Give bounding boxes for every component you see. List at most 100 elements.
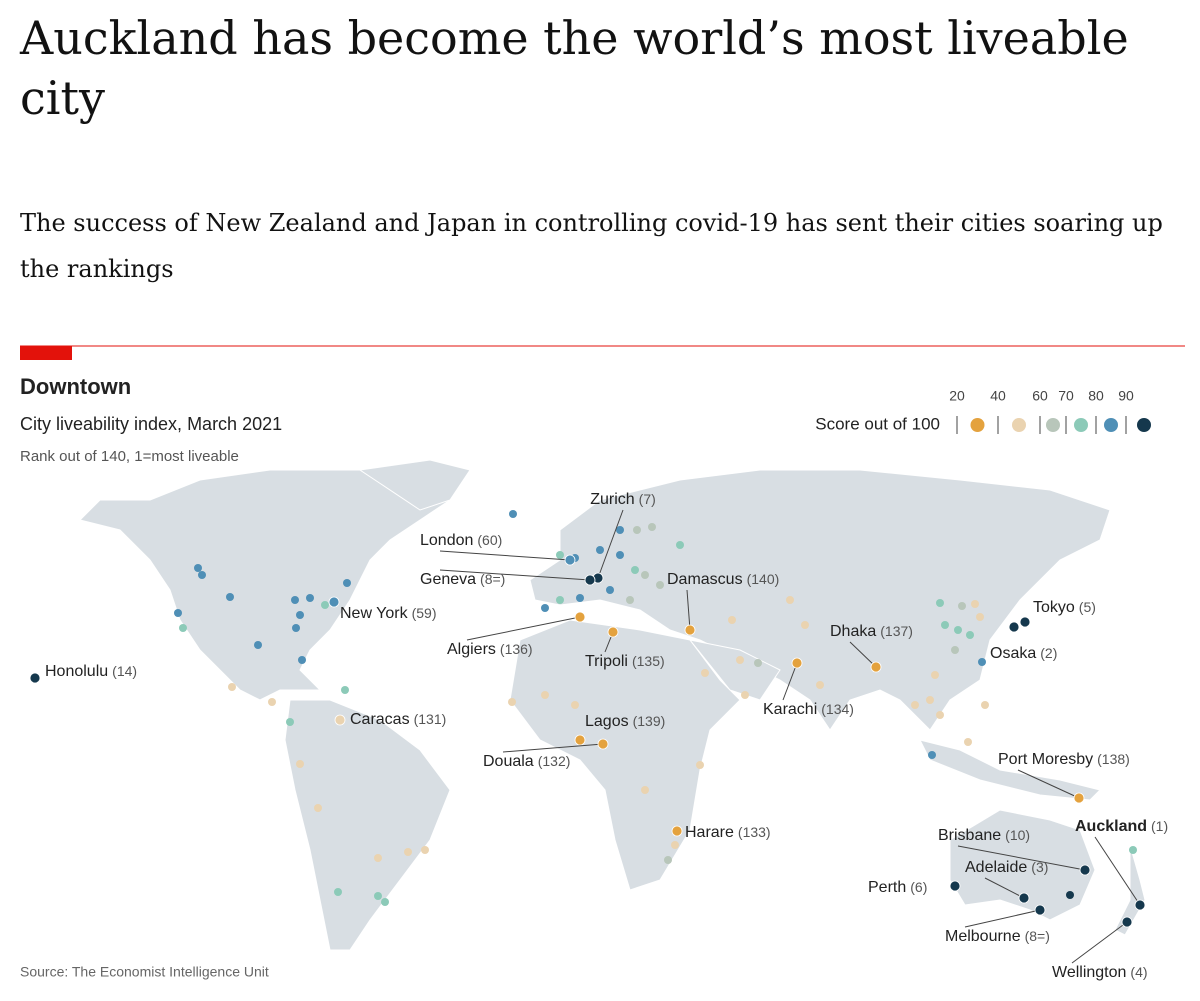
city-dot xyxy=(291,596,299,604)
legend-tick-label: 20 xyxy=(949,388,965,404)
city-rank: (5) xyxy=(1079,599,1096,615)
city-label: Brisbane (10) xyxy=(938,827,1030,845)
city-label: Karachi (134) xyxy=(763,701,854,719)
city-dot xyxy=(626,596,634,604)
city-dot xyxy=(321,601,329,609)
city-name: Perth xyxy=(868,879,906,896)
legend-swatch xyxy=(1137,418,1151,432)
leader-line xyxy=(984,877,1025,899)
city-dot xyxy=(954,626,962,634)
city-dot xyxy=(941,621,949,629)
city-dot xyxy=(736,656,744,664)
city-rank: (139) xyxy=(633,713,666,729)
city-rank: (135) xyxy=(632,653,665,669)
standfirst: The success of New Zealand and Japan in … xyxy=(20,209,1163,283)
city-label: Adelaide (3) xyxy=(965,859,1048,877)
city-label: Caracas (131) xyxy=(350,711,446,729)
city-dot xyxy=(341,686,349,694)
city-label: Tripoli (135) xyxy=(585,653,665,671)
city-dot xyxy=(786,596,794,604)
legend-swatch xyxy=(1074,418,1088,432)
city-dot xyxy=(754,659,762,667)
city-label: Algiers (136) xyxy=(447,641,533,659)
city-dot xyxy=(268,698,276,706)
city-dot xyxy=(179,624,187,632)
city-name: Caracas xyxy=(350,711,410,728)
city-rank: (131) xyxy=(414,711,447,727)
leader-line xyxy=(782,662,798,701)
leader-line xyxy=(439,550,571,561)
city-dot xyxy=(1079,864,1091,876)
city-name: Osaka xyxy=(990,645,1036,662)
city-dot xyxy=(1129,846,1137,854)
city-name: Auckland xyxy=(1075,818,1147,835)
city-rank: (10) xyxy=(1005,827,1030,843)
city-dot xyxy=(306,594,314,602)
city-name: Honolulu xyxy=(45,663,108,680)
city-dot xyxy=(728,616,736,624)
city-dot xyxy=(631,566,639,574)
city-name: Douala xyxy=(483,753,534,770)
city-dot xyxy=(334,888,342,896)
city-dot xyxy=(791,657,803,669)
city-name: Tokyo xyxy=(1033,599,1075,616)
city-dot xyxy=(541,604,549,612)
city-label: Damascus (140) xyxy=(667,571,779,589)
city-rank: (137) xyxy=(880,623,913,639)
city-dot xyxy=(870,661,882,673)
city-label: Auckland (1) xyxy=(1075,818,1168,836)
legend-tick-label: 40 xyxy=(990,388,1006,404)
city-dot xyxy=(616,551,624,559)
city-rank: (3) xyxy=(1031,859,1048,875)
city-label: Wellington (4) xyxy=(1052,964,1148,982)
city-dot xyxy=(174,609,182,617)
city-label: London (60) xyxy=(420,532,502,550)
legend-swatch xyxy=(1046,418,1060,432)
city-dot xyxy=(374,892,382,900)
city-dot xyxy=(966,631,974,639)
map-chart: Downtown City liveability index, March 2… xyxy=(20,345,1185,982)
city-rank: (134) xyxy=(821,701,854,717)
city-dot xyxy=(343,579,351,587)
city-dot xyxy=(701,669,709,677)
city-label: Harare (133) xyxy=(685,824,771,842)
city-rank: (132) xyxy=(538,753,571,769)
city-dot xyxy=(509,510,517,518)
city-dot xyxy=(971,600,979,608)
city-rank: (8=) xyxy=(1025,928,1050,944)
city-dot xyxy=(286,718,294,726)
city-label: Tokyo (5) xyxy=(1033,599,1096,617)
city-rank: (8=) xyxy=(480,571,505,587)
city-dot xyxy=(597,738,609,750)
city-dot xyxy=(928,751,936,759)
city-dot xyxy=(816,681,824,689)
legend-title: Score out of 100 xyxy=(815,414,940,433)
legend-swatch xyxy=(1104,418,1118,432)
city-dot xyxy=(606,586,614,594)
city-dot xyxy=(951,646,959,654)
city-dot xyxy=(29,672,41,684)
city-dot xyxy=(1018,892,1030,904)
city-dot xyxy=(741,691,749,699)
city-name: London xyxy=(420,532,473,549)
city-label: New York (59) xyxy=(340,605,437,623)
city-dot xyxy=(616,526,624,534)
leader-line xyxy=(1094,836,1141,906)
city-dot xyxy=(194,564,202,572)
city-dot xyxy=(584,574,596,586)
source: Source: The Economist Intelligence Unit xyxy=(20,964,269,980)
leader-line xyxy=(466,616,581,641)
city-name: Port Moresby xyxy=(998,751,1093,768)
city-label: Port Moresby (138) xyxy=(998,751,1130,769)
city-rank: (140) xyxy=(747,571,780,587)
city-dot xyxy=(607,626,619,638)
city-dot xyxy=(404,848,412,856)
city-dot xyxy=(314,804,322,812)
city-dot xyxy=(571,701,579,709)
city-dot xyxy=(641,571,649,579)
city-dot xyxy=(936,711,944,719)
city-dot xyxy=(671,825,683,837)
city-name: Wellington xyxy=(1052,964,1126,981)
city-dot xyxy=(1066,891,1074,899)
